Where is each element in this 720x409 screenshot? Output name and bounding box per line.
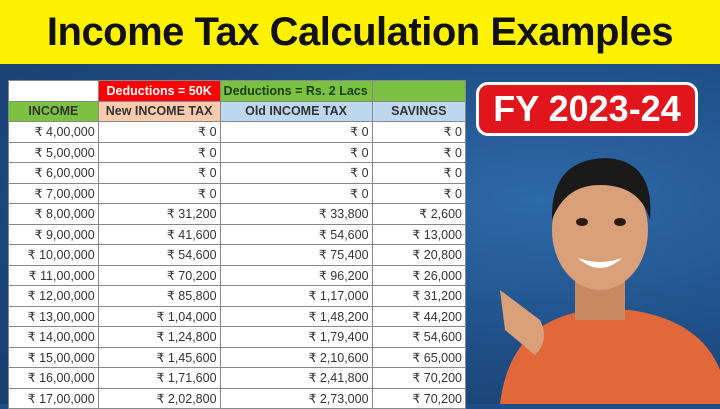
cell-savings: ₹ 31,200 (371, 285, 467, 307)
face (552, 170, 648, 290)
cell-income: ₹ 11,00,000 (8, 264, 99, 286)
cell-income: ₹ 4,00,000 (8, 121, 99, 143)
cell-savings: ₹ 26,000 (371, 264, 467, 286)
cell-new-tax: ₹ 1,45,600 (97, 346, 221, 368)
thumbnail-title: Income Tax Calculation Examples (0, 0, 720, 64)
cell-old-tax: ₹ 1,17,000 (219, 285, 373, 307)
table-row: ₹ 8,00,000 ₹ 31,200 ₹ 33,800 ₹ 2,600 (8, 203, 467, 225)
cell-new-tax: ₹ 0 (97, 182, 221, 204)
table-row: ₹ 12,00,000 ₹ 85,800 ₹ 1,17,000 ₹ 31,200 (8, 285, 467, 307)
cell-new-tax: ₹ 2,02,800 (97, 387, 221, 409)
hair (551, 158, 651, 220)
cell-income: ₹ 12,00,000 (8, 285, 99, 307)
group-header-old: Deductions = Rs. 2 Lacs (219, 80, 373, 102)
cell-savings: ₹ 20,800 (371, 244, 467, 266)
cell-savings: ₹ 44,200 (371, 305, 467, 327)
cell-savings: ₹ 13,000 (371, 223, 467, 245)
cell-old-tax: ₹ 2,10,600 (219, 346, 373, 368)
cell-old-tax: ₹ 0 (219, 162, 373, 184)
cell-savings: ₹ 54,600 (371, 326, 467, 348)
cell-savings: ₹ 0 (371, 182, 467, 204)
table-row: ₹ 5,00,000 ₹ 0 ₹ 0 ₹ 0 (8, 141, 467, 163)
header-income: INCOME (8, 100, 99, 122)
cell-old-tax: ₹ 96,200 (219, 264, 373, 286)
cell-old-tax: ₹ 2,73,000 (219, 387, 373, 409)
fy-badge: FY 2023-24 (476, 82, 698, 136)
smile (578, 258, 622, 268)
cell-income: ₹ 15,00,000 (8, 346, 99, 368)
table-row: ₹ 16,00,000 ₹ 1,71,600 ₹ 2,41,800 ₹ 70,200 (8, 367, 467, 389)
cell-new-tax: ₹ 0 (97, 162, 221, 184)
group-header-row: Deductions = 50K Deductions = Rs. 2 Lacs (8, 80, 467, 102)
table-row: ₹ 17,00,000 ₹ 2,02,800 ₹ 2,73,000 ₹ 70,200 (8, 387, 467, 409)
cell-income: ₹ 9,00,000 (8, 223, 99, 245)
table-row: ₹ 9,00,000 ₹ 41,600 ₹ 54,600 ₹ 13,000 (8, 223, 467, 245)
cell-new-tax: ₹ 85,800 (97, 285, 221, 307)
table-row: ₹ 11,00,000 ₹ 70,200 ₹ 96,200 ₹ 26,000 (8, 264, 467, 286)
cell-new-tax: ₹ 54,600 (97, 244, 221, 266)
cell-savings: ₹ 0 (371, 162, 467, 184)
cell-old-tax: ₹ 0 (219, 182, 373, 204)
cell-income: ₹ 14,00,000 (8, 326, 99, 348)
cell-old-tax: ₹ 1,48,200 (219, 305, 373, 327)
header-old-tax: Old INCOME TAX (219, 100, 373, 122)
cell-income: ₹ 8,00,000 (8, 203, 99, 225)
cell-new-tax: ₹ 0 (97, 121, 221, 143)
header-row: INCOME New INCOME TAX Old INCOME TAX SAV… (8, 100, 467, 122)
table-row: ₹ 14,00,000 ₹ 1,24,800 ₹ 1,79,400 ₹ 54,600 (8, 326, 467, 348)
table-row: ₹ 13,00,000 ₹ 1,04,000 ₹ 1,48,200 ₹ 44,200 (8, 305, 467, 327)
cell-income: ₹ 17,00,000 (8, 387, 99, 409)
cell-savings: ₹ 0 (371, 121, 467, 143)
cell-income: ₹ 6,00,000 (8, 162, 99, 184)
cell-savings: ₹ 2,600 (371, 203, 467, 225)
cell-new-tax: ₹ 1,71,600 (97, 367, 221, 389)
cell-old-tax: ₹ 75,400 (219, 244, 373, 266)
cell-new-tax: ₹ 0 (97, 141, 221, 163)
presenter-photo (500, 158, 720, 404)
cell-new-tax: ₹ 31,200 (97, 203, 221, 225)
cell-savings: ₹ 65,000 (371, 346, 467, 368)
cell-old-tax: ₹ 33,800 (219, 203, 373, 225)
group-header-new: Deductions = 50K (97, 80, 221, 102)
cell-income: ₹ 5,00,000 (8, 141, 99, 163)
cell-new-tax: ₹ 1,04,000 (97, 305, 221, 327)
cell-old-tax: ₹ 0 (219, 121, 373, 143)
table-row: ₹ 6,00,000 ₹ 0 ₹ 0 ₹ 0 (8, 162, 467, 184)
table-row: ₹ 15,00,000 ₹ 1,45,600 ₹ 2,10,600 ₹ 65,000 (8, 346, 467, 368)
cell-old-tax: ₹ 2,41,800 (219, 367, 373, 389)
shirt (500, 310, 720, 404)
pointing-hand (500, 290, 544, 355)
cell-income: ₹ 16,00,000 (8, 367, 99, 389)
table-row: ₹ 4,00,000 ₹ 0 ₹ 0 ₹ 0 (8, 121, 467, 143)
cell-savings: ₹ 0 (371, 141, 467, 163)
cell-income: ₹ 10,00,000 (8, 244, 99, 266)
eye-right (614, 218, 626, 226)
cell-old-tax: ₹ 0 (219, 141, 373, 163)
cell-new-tax: ₹ 70,200 (97, 264, 221, 286)
cell-new-tax: ₹ 1,24,800 (97, 326, 221, 348)
cell-savings: ₹ 70,200 (371, 387, 467, 409)
cell-new-tax: ₹ 41,600 (97, 223, 221, 245)
cell-old-tax: ₹ 54,600 (219, 223, 373, 245)
cell-savings: ₹ 70,200 (371, 367, 467, 389)
cell-income: ₹ 13,00,000 (8, 305, 99, 327)
header-savings: SAVINGS (371, 100, 467, 122)
group-header-empty (8, 80, 99, 102)
eye-left (576, 218, 588, 226)
header-new-tax: New INCOME TAX (97, 100, 221, 122)
cell-income: ₹ 7,00,000 (8, 182, 99, 204)
cell-old-tax: ₹ 1,79,400 (219, 326, 373, 348)
table-row: ₹ 10,00,000 ₹ 54,600 ₹ 75,400 ₹ 20,800 (8, 244, 467, 266)
group-header-savings (371, 80, 467, 102)
table-row: ₹ 7,00,000 ₹ 0 ₹ 0 ₹ 0 (8, 182, 467, 204)
tax-table: Deductions = 50K Deductions = Rs. 2 Lacs… (8, 80, 467, 409)
